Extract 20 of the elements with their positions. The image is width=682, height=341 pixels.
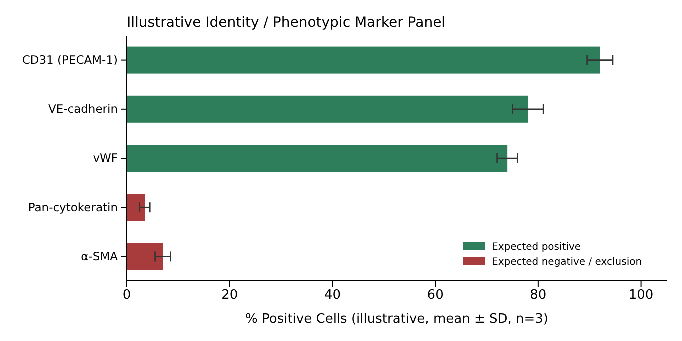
x-tick-label: 80 (530, 288, 547, 304)
legend-label: Expected negative / exclusion (492, 257, 642, 268)
y-tick-label: Pan-cytokeratin (28, 200, 118, 214)
y-tick-label: VE-cadherin (48, 102, 118, 116)
y-tick-label: CD31 (PECAM-1) (22, 52, 118, 67)
legend-label: Expected positive (492, 242, 582, 253)
chart-title: Illustrative Identity / Phenotypic Marker Panel (127, 15, 446, 31)
x-tick-label: 0 (122, 288, 132, 304)
x-tick-label: 100 (628, 288, 654, 304)
x-axis-title: % Positive Cells (illustrative, mean ± SD, n=3) (246, 312, 548, 327)
x-tick-label: 40 (324, 288, 341, 304)
bar (127, 145, 508, 172)
x-tick-label: 60 (427, 288, 444, 304)
y-tick-label: α-SMA (81, 249, 118, 264)
bar (127, 243, 163, 270)
bar (127, 194, 145, 222)
x-tick-label: 20 (222, 288, 238, 304)
bar (127, 46, 600, 74)
bar (127, 96, 528, 123)
y-tick-label: vWF (93, 151, 118, 166)
